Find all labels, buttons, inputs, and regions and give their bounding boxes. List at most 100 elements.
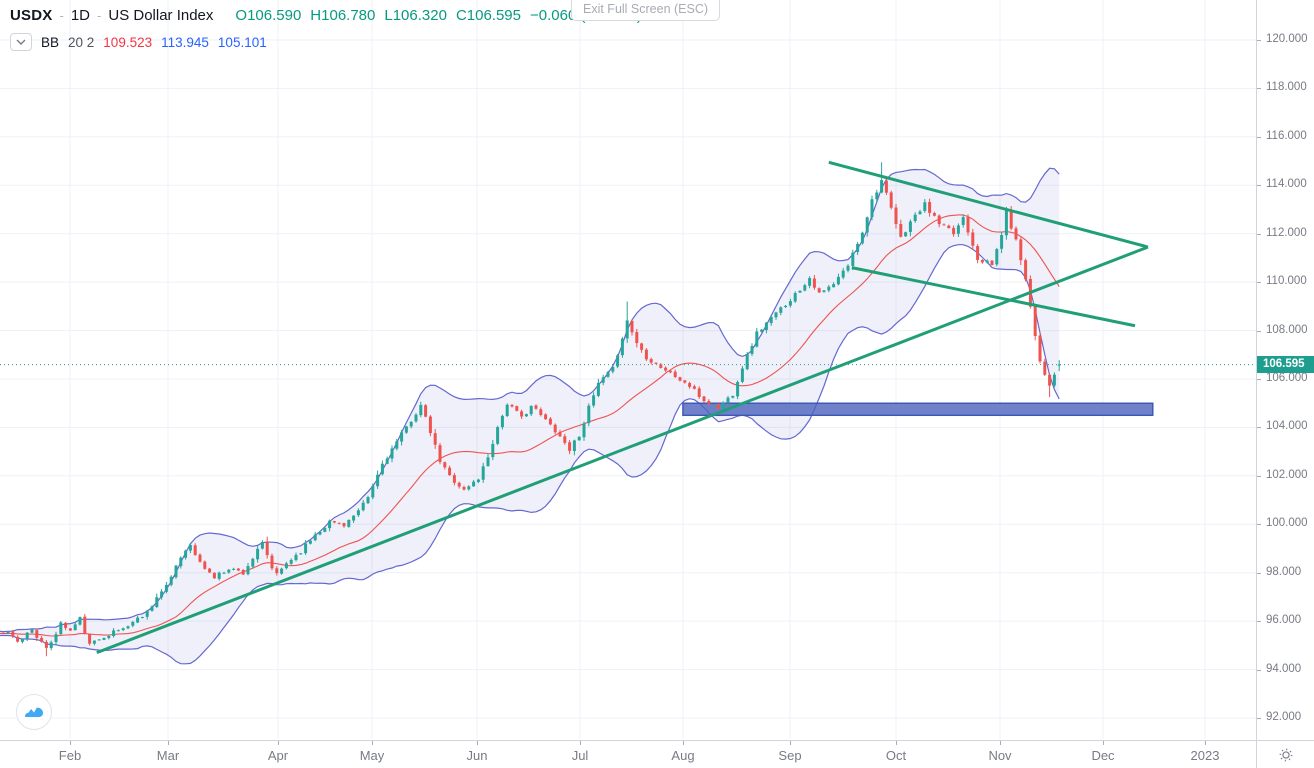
candle-body <box>649 359 653 363</box>
candle-body <box>923 202 927 211</box>
candle-body <box>1009 209 1013 229</box>
time-axis-label: Mar <box>156 748 180 763</box>
bollinger-fill <box>0 168 1060 664</box>
price-axis-tick <box>1257 572 1261 574</box>
candle-body <box>217 572 221 579</box>
candle-body <box>788 301 792 306</box>
candle-body <box>102 637 106 640</box>
open-value: O106.590 <box>235 7 302 24</box>
candle-body <box>899 224 903 237</box>
candle-body <box>481 466 485 480</box>
price-axis-tick <box>1257 427 1261 429</box>
support-zone-rectangle[interactable] <box>682 402 1154 417</box>
price-axis-tick <box>1257 524 1261 526</box>
candle-body <box>870 199 874 218</box>
candle-body <box>856 243 860 253</box>
candle-body <box>592 395 596 406</box>
timeframe-label: 1D <box>70 7 91 24</box>
collapse-indicator-button[interactable] <box>10 33 32 51</box>
time-axis-label: Dec <box>1091 748 1115 763</box>
candle-body <box>433 433 437 445</box>
price-axis-tick <box>1257 185 1261 187</box>
candle-body <box>179 557 183 567</box>
last-price-badge: 106.595 <box>1257 356 1314 374</box>
candle-body <box>44 641 48 648</box>
time-axis-tick <box>896 741 897 745</box>
candle-body <box>803 285 807 291</box>
candle-body <box>313 534 317 541</box>
bollinger-basis-line <box>0 214 1060 637</box>
candle-body <box>25 632 29 640</box>
time-axis-tick <box>278 741 279 745</box>
time-axis-tick <box>683 741 684 745</box>
bollinger-lower-band <box>0 244 1060 665</box>
candle-body <box>1024 260 1028 280</box>
candle-body <box>1004 209 1008 236</box>
time-axis-tick <box>372 741 373 745</box>
candle-body <box>150 606 154 611</box>
candle-body <box>1043 361 1047 375</box>
indicator-name: BB <box>41 34 60 50</box>
price-axis-label: 110.000 <box>1266 275 1307 288</box>
candle-body <box>548 418 552 425</box>
candle-body <box>366 497 370 504</box>
time-axis-label: Jun <box>466 748 488 763</box>
candle-body <box>985 260 989 263</box>
candle-body <box>928 202 932 213</box>
candle-body <box>88 634 92 644</box>
descending-channel-trendline[interactable] <box>851 266 1136 328</box>
candle-body <box>659 364 663 369</box>
candle-body <box>587 405 591 424</box>
price-axis-tick <box>1257 718 1261 719</box>
candle-body <box>376 474 380 487</box>
price-axis-tick <box>1257 669 1261 671</box>
price-axis-label: 104.000 <box>1266 420 1308 433</box>
exit-fullscreen-tooltip[interactable]: Exit Full Screen (ESC) <box>571 0 721 21</box>
candle-body <box>918 211 922 215</box>
candle-body <box>668 370 672 373</box>
price-axis-tick <box>1257 88 1261 90</box>
candle-body <box>702 396 706 402</box>
time-axis-tick <box>168 741 169 745</box>
candle-body <box>726 397 730 403</box>
candle-body <box>937 215 941 225</box>
candle-body <box>20 638 24 642</box>
candle-body <box>683 380 687 383</box>
candle-body <box>107 635 111 639</box>
candle-body <box>265 541 269 556</box>
candle-body <box>947 225 951 229</box>
candle-body <box>932 213 936 216</box>
candle-body <box>812 278 816 288</box>
candle-body <box>155 597 159 607</box>
price-axis-tick <box>1257 39 1261 41</box>
time-axis[interactable]: Feb Mar Apr May Jun Jul Aug Sep Oct Nov Dec 2023 <box>0 740 1314 768</box>
descending-resistance-trendline[interactable] <box>828 160 1149 249</box>
candle-body <box>745 354 749 370</box>
candle-body <box>980 259 984 263</box>
price-axis-label: 94.000 <box>1266 662 1302 675</box>
price-axis-tick <box>1257 282 1261 284</box>
ascending-support-trendline[interactable] <box>96 245 1149 655</box>
candle-body <box>472 481 476 487</box>
mountain-chart-logo-icon <box>25 707 43 717</box>
candle-body <box>428 416 432 434</box>
tradingview-logo-button[interactable] <box>16 694 52 730</box>
candle-body <box>270 555 274 569</box>
axis-settings-button[interactable] <box>1256 740 1314 768</box>
price-axis-label: 92.000 <box>1266 711 1302 723</box>
candle-body <box>174 565 178 578</box>
candle-body <box>232 568 236 570</box>
candle-body <box>817 288 821 293</box>
candle-body <box>457 482 461 487</box>
candle-body <box>635 332 639 344</box>
price-chart-canvas[interactable] <box>0 0 1256 739</box>
candle-body <box>611 366 615 372</box>
time-axis-tick <box>70 741 71 745</box>
candle-body <box>30 629 34 633</box>
candle-body <box>347 519 351 527</box>
time-axis-tick <box>790 741 791 745</box>
candle-body <box>337 522 341 524</box>
candle-body <box>385 458 389 464</box>
candle-body <box>1019 239 1023 261</box>
candle-body <box>568 442 572 451</box>
